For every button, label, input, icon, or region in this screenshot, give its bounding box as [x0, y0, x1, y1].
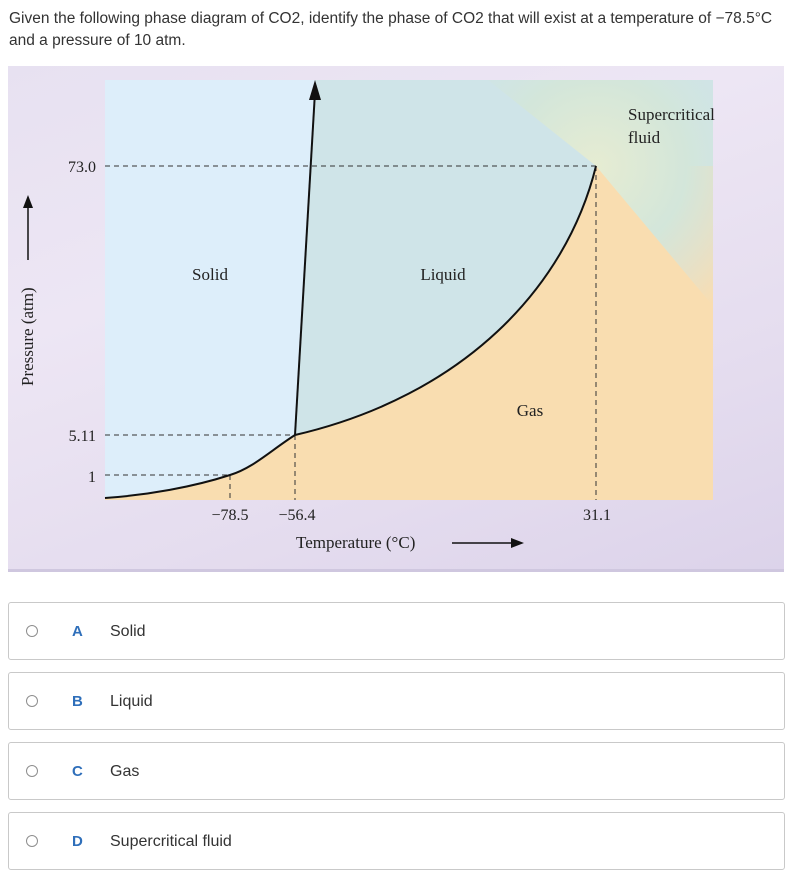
radio-button-c[interactable]	[26, 765, 38, 777]
phase-diagram-figure: 73.0 5.11 1 −78.5 −56.4 31.1 Solid Liqui…	[8, 66, 784, 569]
option-letter-c: C	[72, 763, 83, 780]
liquid-region	[295, 80, 713, 435]
supercritical-region	[488, 80, 713, 306]
solid-region	[105, 80, 315, 498]
gas-label: Gas	[517, 401, 543, 420]
melting-curve-arrowhead	[309, 80, 321, 100]
x-tick-minus-56-4: −56.4	[278, 507, 315, 524]
option-letter-d: D	[72, 833, 83, 850]
y-axis-arrowhead	[23, 195, 33, 208]
option-d[interactable]: D Supercritical fluid	[8, 812, 785, 870]
vaporization-curve	[294, 165, 597, 436]
y-tick-5-11: 5.11	[69, 428, 96, 445]
melting-curve	[294, 91, 316, 436]
option-c[interactable]: C Gas	[8, 742, 785, 800]
x-axis-label: Temperature (°C)	[296, 533, 415, 552]
option-text-c: Gas	[110, 763, 140, 780]
x-tick-31-1: 31.1	[583, 507, 611, 524]
option-letter-b: B	[72, 693, 83, 710]
y-tick-1: 1	[88, 469, 96, 486]
supercritical-label-line2: fluid	[628, 128, 661, 147]
radio-button-a[interactable]	[26, 625, 38, 637]
option-text-b: Liquid	[110, 693, 153, 710]
option-text-a: Solid	[110, 623, 146, 640]
x-tick-minus-78-5: −78.5	[211, 507, 248, 524]
question-text: Given the following phase diagram of CO2…	[9, 10, 773, 49]
x-axis-arrowhead	[511, 538, 524, 548]
solid-label: Solid	[192, 265, 228, 284]
y-tick-73: 73.0	[68, 159, 96, 176]
option-b[interactable]: B Liquid	[8, 672, 785, 730]
guide-lines	[105, 165, 597, 500]
option-text-d: Supercritical fluid	[110, 833, 232, 850]
option-a[interactable]: A Solid	[8, 602, 785, 660]
y-axis-label: Pressure (atm)	[18, 287, 37, 386]
option-letter-a: A	[72, 623, 83, 640]
liquid-label: Liquid	[420, 265, 466, 284]
phase-diagram: 73.0 5.11 1 −78.5 −56.4 31.1 Solid Liqui…	[18, 80, 715, 552]
sublimation-curve	[104, 434, 296, 499]
radio-button-b[interactable]	[26, 695, 38, 707]
supercritical-label-line1: Supercritical	[628, 105, 715, 124]
radio-button-d[interactable]	[26, 835, 38, 847]
